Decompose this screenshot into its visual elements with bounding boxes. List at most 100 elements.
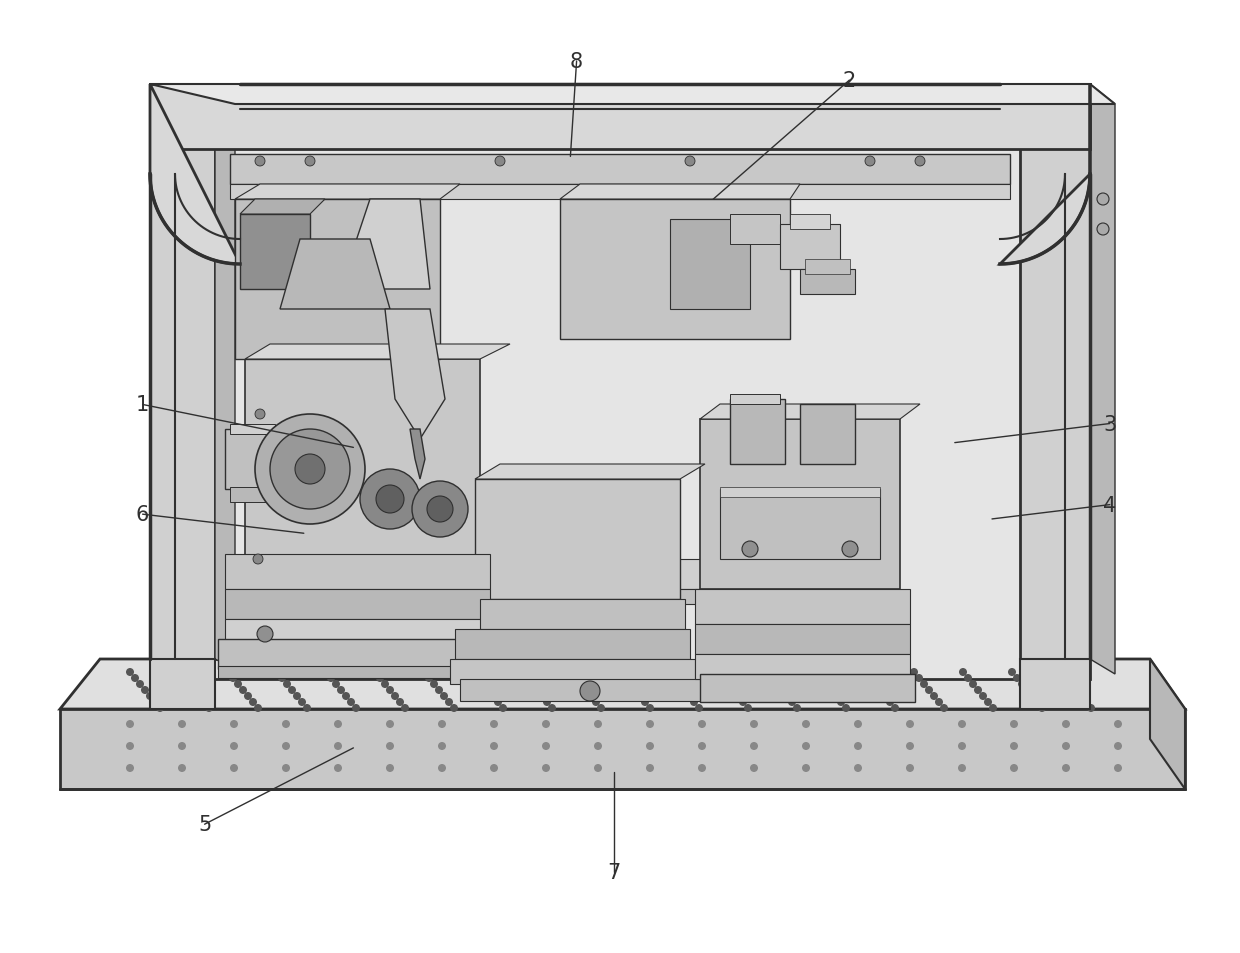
Circle shape (401, 704, 409, 712)
Polygon shape (1149, 659, 1185, 789)
Circle shape (866, 157, 875, 167)
Circle shape (842, 541, 858, 558)
Circle shape (980, 692, 987, 700)
Circle shape (542, 720, 551, 728)
Polygon shape (150, 85, 1090, 679)
Circle shape (490, 764, 498, 772)
Circle shape (469, 668, 477, 677)
Circle shape (548, 704, 556, 712)
Bar (229, 488, 275, 502)
Polygon shape (236, 200, 440, 359)
Circle shape (587, 692, 595, 700)
Polygon shape (701, 419, 900, 589)
Text: 1: 1 (136, 395, 149, 415)
Circle shape (594, 764, 601, 772)
Circle shape (832, 692, 839, 700)
Bar (460, 679, 711, 701)
Circle shape (817, 675, 825, 682)
Text: 7: 7 (608, 862, 620, 882)
Circle shape (195, 692, 203, 700)
Circle shape (180, 675, 188, 682)
Circle shape (802, 764, 810, 772)
Text: 2: 2 (843, 71, 856, 91)
Circle shape (646, 742, 653, 750)
Circle shape (334, 742, 342, 750)
Circle shape (739, 699, 746, 706)
Polygon shape (224, 589, 490, 619)
Circle shape (670, 675, 678, 682)
Circle shape (126, 764, 134, 772)
Circle shape (646, 720, 653, 728)
Polygon shape (60, 709, 1185, 789)
Circle shape (136, 680, 144, 688)
Circle shape (386, 686, 394, 695)
Circle shape (963, 675, 972, 682)
Polygon shape (150, 85, 1115, 105)
Circle shape (689, 699, 698, 706)
Bar (720, 488, 880, 497)
Circle shape (528, 680, 536, 688)
Circle shape (342, 692, 350, 700)
Circle shape (594, 742, 601, 750)
Circle shape (1011, 742, 1018, 750)
Circle shape (567, 668, 575, 677)
Circle shape (327, 675, 335, 682)
Circle shape (224, 668, 232, 677)
Circle shape (126, 668, 134, 677)
Circle shape (935, 699, 942, 706)
Circle shape (750, 764, 758, 772)
Bar (800, 405, 856, 464)
Circle shape (381, 680, 389, 688)
Circle shape (445, 699, 453, 706)
Polygon shape (475, 464, 706, 479)
Circle shape (1114, 720, 1122, 728)
Text: 4: 4 (1104, 496, 1116, 515)
Circle shape (543, 699, 551, 706)
Circle shape (288, 686, 296, 695)
Circle shape (479, 680, 487, 688)
Circle shape (1038, 704, 1047, 712)
Circle shape (126, 742, 134, 750)
Polygon shape (455, 629, 689, 659)
Bar (805, 260, 849, 274)
Circle shape (533, 686, 541, 695)
Circle shape (386, 742, 394, 750)
Polygon shape (150, 85, 1090, 150)
Circle shape (396, 699, 404, 706)
Circle shape (906, 764, 914, 772)
Circle shape (255, 157, 265, 167)
Circle shape (1114, 742, 1122, 750)
Polygon shape (241, 200, 325, 214)
Circle shape (915, 157, 925, 167)
Circle shape (582, 686, 590, 695)
Circle shape (185, 680, 193, 688)
Circle shape (591, 699, 600, 706)
Circle shape (1078, 692, 1085, 700)
Circle shape (915, 675, 923, 682)
Circle shape (255, 415, 365, 524)
Circle shape (518, 668, 526, 677)
Circle shape (1056, 668, 1065, 677)
Circle shape (837, 699, 844, 706)
Circle shape (1011, 720, 1018, 728)
Circle shape (802, 720, 810, 728)
Circle shape (151, 699, 159, 706)
Circle shape (337, 686, 345, 695)
Polygon shape (150, 85, 241, 265)
Circle shape (146, 692, 154, 700)
Polygon shape (60, 659, 1185, 709)
Bar (218, 639, 498, 669)
Polygon shape (224, 555, 490, 589)
Circle shape (1061, 675, 1070, 682)
Circle shape (229, 764, 238, 772)
Circle shape (386, 720, 394, 728)
Circle shape (179, 764, 186, 772)
Circle shape (744, 704, 751, 712)
Polygon shape (560, 185, 800, 200)
Bar (229, 185, 1011, 200)
Circle shape (538, 692, 546, 700)
Circle shape (253, 555, 263, 564)
Circle shape (959, 668, 967, 677)
Circle shape (973, 686, 982, 695)
Circle shape (880, 692, 889, 700)
